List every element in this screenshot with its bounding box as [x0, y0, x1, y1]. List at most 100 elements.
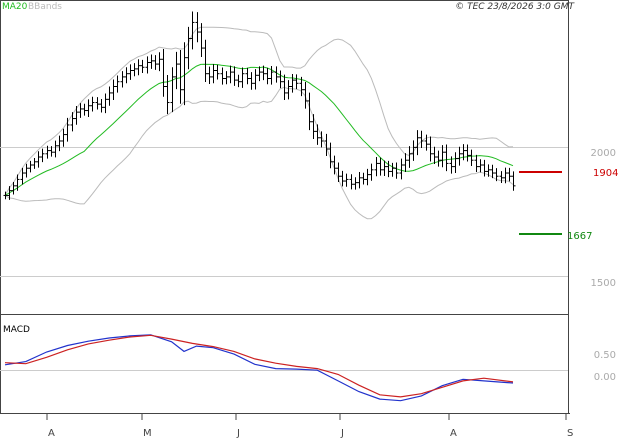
price-bar	[57, 135, 62, 152]
price-bar	[365, 168, 370, 186]
price-bar	[215, 64, 220, 80]
price-bar	[315, 124, 320, 145]
price-bar	[499, 171, 504, 183]
price-bar	[178, 49, 183, 104]
price-bar	[157, 52, 162, 72]
price-bar	[207, 66, 212, 84]
price-bar	[103, 93, 108, 114]
price-bar	[111, 79, 116, 100]
price-bars	[3, 11, 516, 200]
price-bar	[82, 103, 87, 116]
price-bar	[107, 86, 112, 106]
legend-ma20: MA20	[2, 2, 28, 12]
price-bar	[440, 145, 445, 168]
price-bar	[444, 144, 449, 172]
support-label: 1667	[567, 231, 592, 242]
price-bar	[253, 69, 258, 90]
price-bar	[228, 65, 233, 84]
price-bar	[236, 74, 241, 88]
price-bar	[240, 67, 245, 88]
price-bar	[20, 167, 25, 185]
price-bar	[415, 130, 420, 156]
price-bar	[211, 64, 216, 84]
price-bar	[190, 11, 195, 50]
price-bar	[3, 191, 8, 200]
price-bar	[311, 114, 316, 140]
signal-line	[4, 334, 514, 398]
price-bar	[99, 99, 104, 113]
price-bar	[382, 160, 387, 176]
x-label-apr: A	[48, 428, 55, 439]
price-bar	[369, 163, 374, 181]
bband-upper	[4, 26, 514, 196]
price-bar	[7, 186, 12, 200]
price-bar	[120, 71, 125, 88]
price-bar	[465, 144, 470, 162]
price-bar	[407, 146, 412, 168]
price-bar	[428, 136, 433, 162]
price-bar	[165, 74, 170, 115]
price-bar	[36, 151, 41, 168]
price-bar	[224, 71, 229, 85]
price-bar	[49, 146, 54, 157]
macd-tick-000: 0.00	[594, 372, 616, 383]
price-bar	[494, 168, 499, 182]
macd-tick-050: 0.50	[594, 350, 616, 361]
price-bar	[307, 92, 312, 131]
price-panel-frame	[0, 0, 569, 315]
price-bar	[32, 157, 37, 169]
ma20-path	[4, 63, 514, 196]
price-bar	[53, 140, 58, 158]
price-bar	[182, 42, 187, 106]
x-label-jul: J	[340, 428, 344, 439]
price-bar	[40, 148, 45, 163]
price-bar	[199, 23, 204, 58]
price-bar	[232, 66, 237, 86]
price-bar	[24, 163, 29, 178]
price-bar	[328, 142, 333, 169]
credit-text: © TEC 23/8/2026 3:0 GMT	[455, 2, 575, 12]
price-bar	[461, 144, 466, 161]
price-bar	[286, 80, 291, 100]
macd-title: MACD	[3, 325, 30, 335]
price-bar	[132, 63, 137, 77]
price-bar	[282, 74, 287, 100]
price-bar	[449, 156, 454, 174]
price-bar	[399, 158, 404, 180]
price-bar	[115, 75, 120, 93]
x-axis-months: A M J J A S	[46, 413, 573, 439]
price-bar	[511, 171, 516, 191]
y-tick-2000: 2000	[591, 148, 616, 159]
price-bar	[61, 128, 66, 147]
price-bar	[361, 172, 366, 185]
price-bar	[78, 103, 83, 118]
price-bar	[507, 167, 512, 182]
price-bar	[86, 99, 91, 117]
price-bar	[390, 162, 395, 177]
price-bar	[15, 174, 20, 191]
price-bar	[124, 67, 129, 84]
price-bar	[153, 55, 158, 70]
price-bar	[453, 152, 458, 174]
macd-line	[4, 334, 514, 402]
bollinger-bands	[4, 26, 514, 220]
ma20-line	[4, 63, 514, 196]
price-bar	[269, 65, 274, 85]
price-bar	[303, 82, 308, 109]
x-label-aug: A	[450, 428, 457, 439]
resistance-label: 1904	[593, 168, 618, 179]
price-bar	[349, 174, 354, 190]
price-bar	[294, 74, 299, 90]
price-bar	[195, 12, 200, 43]
price-bar	[174, 51, 179, 90]
price-bar	[457, 146, 462, 166]
price-bar	[432, 146, 437, 165]
price-bar	[424, 134, 429, 151]
price-bar	[340, 170, 345, 187]
price-bar	[220, 67, 225, 85]
price-bar	[257, 66, 262, 82]
legend-bbands: BBands	[28, 2, 62, 12]
price-bar	[482, 159, 487, 177]
price-bar	[11, 181, 16, 195]
